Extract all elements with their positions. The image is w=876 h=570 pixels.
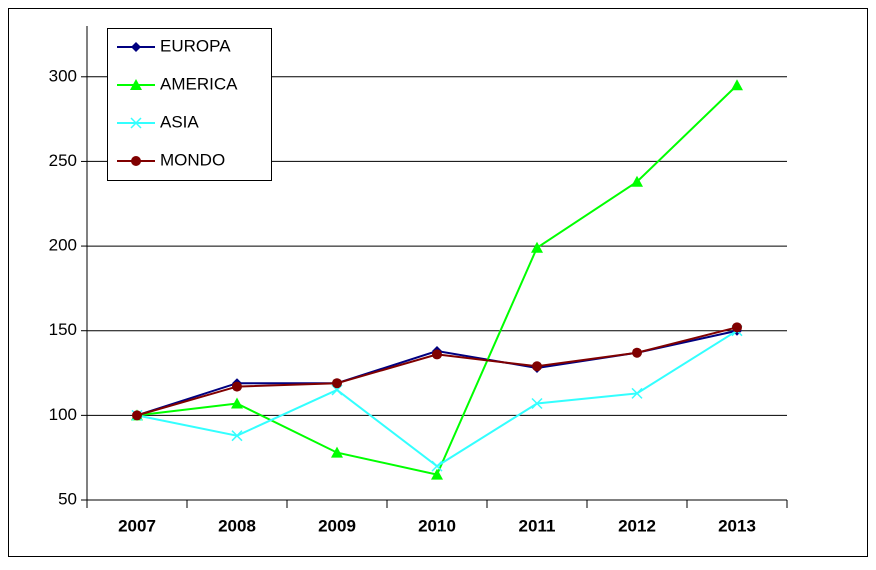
x-tick-label: 2013 [718, 516, 756, 535]
marker [132, 410, 142, 421]
x-tick-label: 2008 [218, 516, 256, 535]
y-tick-label: 50 [58, 489, 77, 508]
marker [232, 381, 242, 392]
x-tick-label: 2012 [618, 516, 656, 535]
x-tick-label: 2009 [318, 516, 356, 535]
marker [131, 42, 141, 52]
marker [632, 347, 642, 358]
legend-label: ASIA [160, 112, 199, 131]
marker [231, 430, 243, 442]
marker [431, 468, 443, 480]
marker [532, 361, 542, 372]
marker [131, 156, 141, 166]
y-tick-label: 300 [49, 66, 77, 85]
marker [130, 117, 142, 129]
marker [432, 349, 442, 360]
x-tick-label: 2011 [519, 516, 556, 535]
marker [332, 378, 342, 389]
y-tick-label: 250 [49, 151, 77, 170]
series [132, 322, 742, 421]
marker [631, 387, 643, 399]
marker [531, 241, 543, 253]
y-tick-label: 200 [49, 236, 77, 255]
marker [431, 460, 443, 472]
marker [531, 397, 543, 410]
marker [331, 446, 343, 458]
marker [231, 397, 243, 409]
x-tick-label: 2007 [118, 516, 156, 535]
marker [732, 322, 742, 333]
y-tick-label: 150 [49, 320, 77, 339]
marker [731, 79, 743, 91]
marker [631, 175, 643, 187]
legend-label: MONDO [160, 150, 225, 169]
legend-label: EUROPA [160, 36, 231, 55]
marker [130, 79, 142, 90]
legend-label: AMERICA [160, 74, 238, 93]
legend-box [107, 28, 272, 181]
x-tick-label: 2010 [418, 516, 456, 535]
y-tick-label: 100 [49, 405, 77, 424]
